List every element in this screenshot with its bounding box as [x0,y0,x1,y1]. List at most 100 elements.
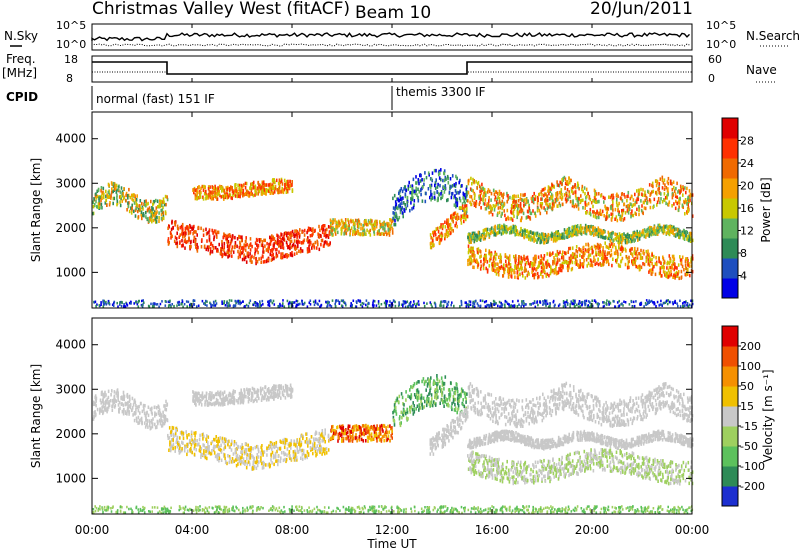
scatter-cell [503,263,505,267]
scatter-cell [515,254,517,258]
scatter-cell [658,259,660,264]
scatter-cell [592,204,594,209]
scatter-cell [620,197,623,201]
scatter-cell [618,237,620,241]
scatter-cell [546,198,549,203]
scatter-cell [520,260,523,264]
scatter-cell [630,236,632,241]
scatter-cell [150,199,152,204]
scatter-cell [542,263,545,267]
scatter-cell [640,248,642,253]
scatter-cell [484,202,486,206]
scatter-cell [443,169,446,173]
scatter-cell [98,304,101,307]
scatter-cell [690,258,692,262]
scatter-cell [447,221,449,225]
scatter-cell [552,268,555,273]
scatter-cell [594,247,597,251]
scatter-cell [554,270,556,274]
scatter-cell [563,232,565,236]
scatter-cell [637,188,640,193]
scatter-cell [429,233,432,237]
scatter-cell [519,207,521,211]
scatter-cell [439,302,442,306]
scatter-cell [588,253,590,258]
scatter-cell [478,202,481,207]
scatter-cell [549,205,551,209]
scatter-cell [664,270,666,275]
scatter-cell [432,233,435,238]
scatter-cell [174,235,177,240]
scatter-cell [407,184,410,189]
scatter-cell [197,304,200,307]
scatter-cell [573,184,576,189]
scatter-cell [456,224,458,229]
scatter-cell [269,182,272,187]
scatter-cell [212,231,215,235]
scatter-cell [543,187,545,192]
scatter-cell [107,195,110,199]
scatter-cell [687,267,689,272]
scatter-cell [267,300,269,304]
scatter-cell [643,228,646,232]
scatter-cell [231,237,233,242]
scatter-cell [650,299,653,303]
scatter-cell [604,254,607,259]
scatter-cell [597,305,599,308]
scatter-cell [228,193,231,198]
scatter-cell [504,213,506,218]
scatter-cell [651,261,653,266]
scatter-cell [678,189,680,193]
scatter-cell [209,247,212,251]
scatter-cell [650,268,652,272]
scatter-cell [100,186,103,190]
scatter-cell [672,231,674,235]
scatter-cell [557,183,560,187]
scatter-cell [569,246,572,251]
scatter-cell [625,235,628,239]
scatter-cell [656,232,659,236]
scatter-cell [599,212,602,216]
scatter-cell [108,192,111,197]
scatter-cell [494,257,497,261]
scatter-cell [503,202,506,206]
scatter-cell [587,304,590,307]
scatter-cell [627,203,630,208]
scatter-cell [398,198,401,203]
scatter-cell [399,205,402,209]
scatter-cell [465,214,467,219]
scatter-cell [472,301,474,305]
scatter-cell [320,238,323,243]
scatter-cell [264,244,266,248]
scatter-cell [563,260,566,265]
scatter-cell [363,228,366,232]
scatter-cell [193,236,195,240]
scatter-cell [261,243,264,248]
scatter-cell [394,207,396,211]
scatter-cell [410,191,413,195]
scatter-cell [679,229,681,233]
scatter-cell [482,198,484,202]
scatter-cell [565,300,568,304]
scatter-cell [142,212,145,216]
scatter-cell [665,186,668,190]
scatter-cell [212,304,215,307]
scatter-cell [281,245,284,249]
scatter-cell [535,233,538,238]
scatter-cell [583,186,586,190]
scatter-cell [522,300,525,303]
scatter-cell [543,241,545,245]
scatter-cell [668,271,671,275]
scatter-cell [602,261,604,266]
scatter-cell [623,192,625,197]
scatter-cell [229,234,232,239]
scatter-cell [419,173,421,178]
scatter-cell [465,217,467,222]
scatter-cell [674,227,677,231]
scatter-cell [596,245,599,249]
scatter-cell [285,233,288,238]
scatter-cell [291,243,294,248]
scatter-cell [447,181,450,185]
scatter-cell [454,189,457,193]
scatter-cell [475,204,477,209]
